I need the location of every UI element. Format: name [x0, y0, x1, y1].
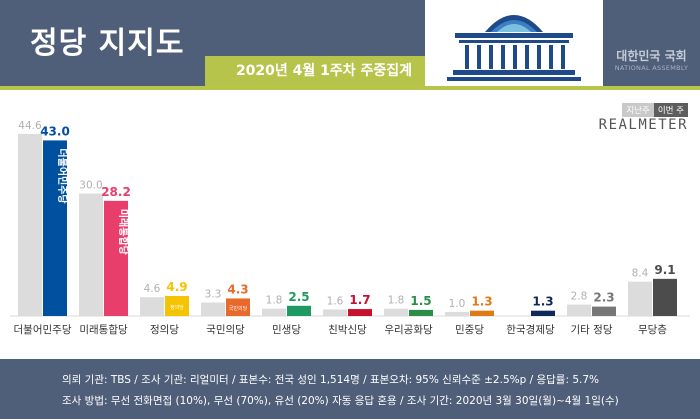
- bar-previous-0: [18, 133, 42, 316]
- legend-previous-week: 지난주: [622, 103, 654, 117]
- chart-legend: 지난주 이번 주: [622, 103, 688, 117]
- legend-current-week: 이번 주: [653, 103, 688, 117]
- bar-current-9: [592, 306, 616, 316]
- bar-current-2: [165, 295, 189, 316]
- bar-current-5: [348, 309, 372, 316]
- bar-previous-3: [201, 302, 225, 316]
- bar-previous-6: [384, 308, 408, 316]
- bar-previous-9: [567, 304, 591, 316]
- bar-current-10: [653, 278, 677, 316]
- value-label-current-2: 4.9: [166, 280, 187, 294]
- realmeter-brand: REALMETER: [598, 117, 688, 133]
- value-label-current-9: 2.3: [593, 291, 614, 305]
- national-assembly-logo: [425, 0, 603, 86]
- value-label-previous-10: 8.4: [632, 268, 649, 280]
- category-label-5: 친박신당: [328, 324, 367, 336]
- bar-current-4: [287, 305, 311, 316]
- bar-current-0: [43, 140, 67, 316]
- category-label-8: 한국경제당: [506, 323, 555, 336]
- category-label-7: 민중당: [455, 324, 484, 336]
- category-label-4: 민생당: [272, 324, 301, 336]
- category-label-2: 정의당: [150, 324, 179, 336]
- bar-party-logo-3: 국민의당: [229, 305, 248, 312]
- bar-party-logo-2: 정의당: [170, 304, 184, 311]
- category-label-3: 국민의당: [206, 324, 245, 336]
- survey-info-footer: 의뢰 기관: TBS / 조사 기관: 리얼미터 / 표본수: 전국 성인 1,…: [0, 359, 700, 419]
- bar-current-3: [226, 298, 250, 316]
- survey-info-line-2: 조사 방법: 무선 전화면접 (10%), 무선 (70%), 유선 (20%)…: [62, 395, 619, 407]
- category-label-0: 더불어민주당: [14, 324, 72, 336]
- value-label-current-5: 1.7: [349, 293, 370, 307]
- category-label-9: 기타 정당: [571, 324, 613, 336]
- bar-previous-4: [262, 308, 286, 316]
- value-label-previous-9: 2.8: [571, 291, 588, 303]
- category-label-6: 우리공화당: [384, 324, 433, 336]
- value-label-previous-3: 3.3: [205, 289, 222, 301]
- value-label-previous-2: 4.6: [144, 283, 161, 295]
- value-label-current-6: 1.5: [410, 294, 431, 308]
- value-label-previous-1: 30.0: [79, 180, 102, 192]
- value-label-previous-7: 1.0: [449, 298, 466, 310]
- bar-current-6: [409, 309, 433, 316]
- page-title: 정당 지지도: [30, 26, 185, 61]
- value-label-current-1: 28.2: [101, 185, 131, 199]
- bar-current-7: [470, 310, 494, 316]
- survey-info-line-1: 의뢰 기관: TBS / 조사 기관: 리얼미터 / 표본수: 전국 성인 1,…: [62, 374, 600, 386]
- bar-previous-10: [628, 281, 652, 316]
- bar-previous-5: [323, 309, 347, 316]
- assembly-name-en: NATIONAL ASSEMBLY: [614, 64, 689, 72]
- bar-party-logo-0: 더불어민주당: [56, 148, 69, 204]
- value-label-current-7: 1.3: [471, 295, 492, 309]
- party-support-chart: 44.643.0더불어민주당더불어민주당30.028.2미래통합당미래통합당4.…: [10, 120, 690, 336]
- bar-previous-2: [140, 297, 164, 316]
- category-label-10: 무당층: [638, 324, 667, 336]
- value-label-current-4: 2.5: [288, 290, 309, 304]
- value-label-previous-4: 1.8: [266, 295, 283, 307]
- bar-previous-7: [445, 311, 469, 316]
- value-label-current-0: 43.0: [40, 124, 70, 138]
- value-label-current-10: 9.1: [654, 263, 675, 277]
- value-label-previous-6: 1.8: [388, 295, 405, 307]
- category-label-1: 미래통합당: [79, 324, 128, 336]
- bar-current-1: [104, 200, 128, 316]
- value-label-previous-0: 44.6: [18, 120, 42, 132]
- value-label-previous-5: 1.6: [327, 295, 344, 307]
- assembly-name-ko: 대한민국 국회: [616, 49, 687, 63]
- value-label-current-8: 1.3: [532, 295, 553, 309]
- header-banner: 정당 지지도 2020년 4월 1주차 주중집계 대한민국 국회 NATIONA…: [0, 0, 700, 90]
- assembly-building-icon: [447, 15, 581, 81]
- value-label-current-3: 4.3: [227, 282, 248, 296]
- bar-previous-1: [79, 193, 103, 316]
- bar-party-logo-1: 미래통합당: [117, 209, 130, 256]
- header-accent-stripe: [0, 86, 700, 90]
- survey-period-badge: 2020년 4월 1주차 주중집계: [205, 56, 443, 86]
- bar-current-8: [531, 310, 555, 316]
